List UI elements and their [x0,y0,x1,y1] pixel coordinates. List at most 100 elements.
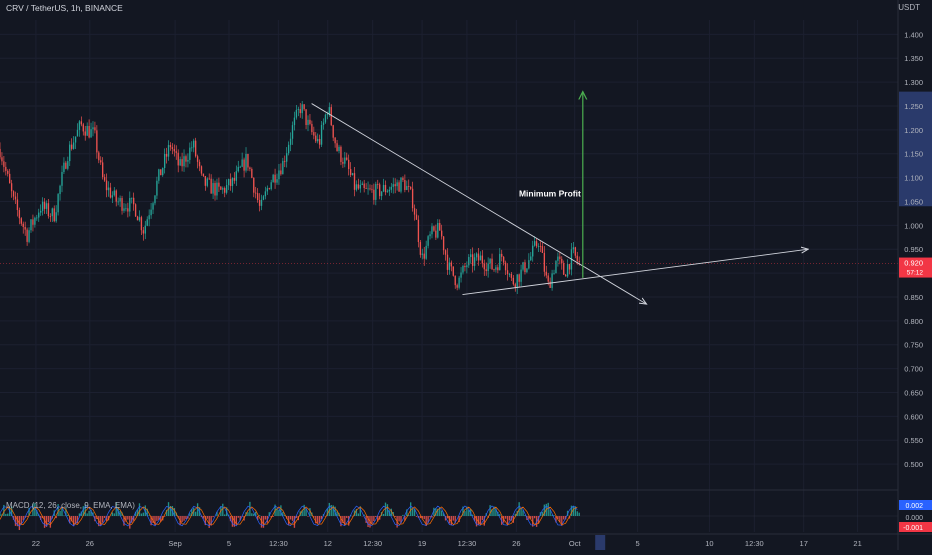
candle-body [210,179,211,194]
annotation-label: Minimum Profit [519,189,581,199]
candle-body [253,178,254,193]
candle-body [338,147,339,151]
candle-body [569,264,570,269]
candle-body [360,185,361,189]
macd-legend[interactable]: MACD (12, 26, close, 9, EMA, EMA) [6,501,135,510]
candle-body [356,184,357,189]
macd-histogram-bar [294,516,295,528]
macd-histogram-bar [30,515,31,516]
candle-body [575,247,576,255]
macd-histogram-bar [346,516,347,518]
macd-histogram-bar [402,515,403,516]
candle-body [518,274,519,281]
candle-body [183,156,184,166]
candle-body [245,154,246,171]
candle-body [114,191,115,196]
macd-histogram-bar [212,516,213,517]
candle-body [230,179,231,186]
candle-body [145,226,146,234]
candle-body [276,179,277,182]
macd-histogram-bar [375,516,376,517]
macd-histogram-bar [579,513,580,516]
candle-body [162,168,163,175]
candle-body [431,226,432,234]
candle-body [315,136,316,142]
macd-histogram-bar [139,503,140,516]
candle-body [362,184,363,185]
candle-body [532,246,533,257]
candle-body [505,263,506,271]
macd-histogram-bar [86,513,87,516]
candle-body [216,183,217,196]
x-tick-label: 21 [853,539,861,548]
candle-body [466,265,467,267]
candle-body [185,156,186,161]
candle-body [236,171,237,181]
candle-body [203,174,204,176]
candle-body [3,161,4,167]
candle-body [472,254,473,266]
candle-body [96,130,97,152]
candle-body [38,213,39,218]
x-tick-label: 5 [227,539,231,548]
candle-body [344,158,345,164]
candle-body [218,183,219,187]
candle-body [317,139,318,141]
candle-body [17,199,18,210]
x-tick-label: 12:30 [363,539,382,548]
candle-body [563,263,564,275]
candle-body [150,210,151,216]
candle-body [429,234,430,236]
candle-body [422,254,423,255]
macd-histogram-bar [395,516,396,517]
candle-body [573,247,574,249]
countdown-label: 57:12 [907,270,924,277]
candle-body [553,273,554,274]
candle-body [11,183,12,191]
candle-body [189,148,190,160]
candle-body [528,260,529,268]
candle-body [79,121,80,130]
candle-body [286,153,287,161]
macd-histogram-bar [520,508,521,516]
candle-body [141,217,142,230]
symbol-header[interactable]: CRV / TetherUS, 1h, BINANCE [6,3,123,13]
candle-body [100,160,101,162]
candle-body [152,203,153,209]
candle-body [121,198,122,211]
candle-body [441,231,442,237]
x-tick-label: 22 [32,539,40,548]
candle-body [460,273,461,278]
candle-body [1,157,2,161]
candle-body [108,188,109,191]
candle-body [168,145,169,157]
candle-body [427,236,428,246]
candle-body [181,159,182,166]
x-tick-label: 5 [635,539,639,548]
candle-body [90,129,91,137]
candle-body [54,208,55,221]
macd-histogram-bar [505,516,506,519]
candle-body [387,191,388,192]
candle-body [489,259,490,264]
candle-body [148,215,149,219]
candle-body [92,127,93,129]
candle-body [478,254,479,261]
candle-body [222,188,223,190]
candle-body [497,267,498,270]
candle-body [346,158,347,160]
candle-body [77,130,78,137]
candle-body [377,184,378,185]
candle-body [127,208,128,211]
currency-label: USDT [898,3,920,12]
candle-body [389,190,390,192]
candle-body [193,141,194,148]
candle-body [396,182,397,186]
candle-body [561,259,562,263]
candle-body [220,187,221,190]
candle-body [195,141,196,157]
macd-histogram-bar [67,515,68,516]
y-tick-label: 1.200 [904,126,923,135]
